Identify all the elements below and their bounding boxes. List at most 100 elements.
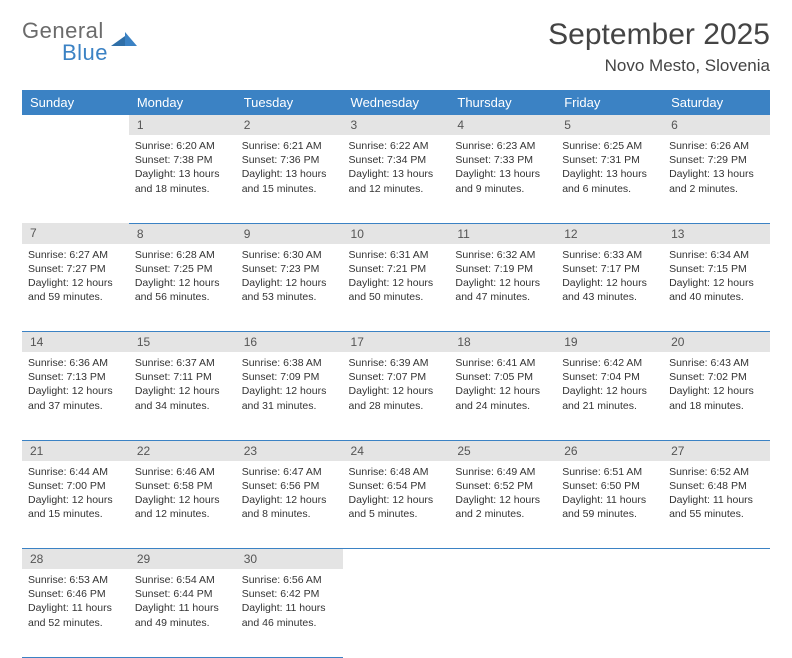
day-line: Sunrise: 6:33 AM (562, 248, 655, 262)
day-line: Daylight: 12 hours (455, 276, 548, 290)
day-line: Daylight: 11 hours (669, 493, 762, 507)
day-number-cell: 5 (556, 115, 663, 135)
day-line: Sunrise: 6:53 AM (28, 573, 121, 587)
day-cell: Sunrise: 6:34 AMSunset: 7:15 PMDaylight:… (663, 244, 770, 332)
day-line: Daylight: 12 hours (562, 276, 655, 290)
day-line: and 50 minutes. (349, 290, 442, 304)
logo-mark-icon (111, 32, 137, 55)
day-line: Sunset: 7:09 PM (242, 370, 335, 384)
day-line: Daylight: 13 hours (562, 167, 655, 181)
day-line: Sunset: 6:42 PM (242, 587, 335, 601)
day-line: and 37 minutes. (28, 399, 121, 413)
day-line: Daylight: 13 hours (135, 167, 228, 181)
weekday-header: Tuesday (236, 90, 343, 115)
day-cell: Sunrise: 6:31 AMSunset: 7:21 PMDaylight:… (343, 244, 450, 332)
day-line: Daylight: 11 hours (242, 601, 335, 615)
day-cell: Sunrise: 6:43 AMSunset: 7:02 PMDaylight:… (663, 352, 770, 440)
day-cell: Sunrise: 6:41 AMSunset: 7:05 PMDaylight:… (449, 352, 556, 440)
day-line: Sunrise: 6:25 AM (562, 139, 655, 153)
day-line: Sunset: 6:58 PM (135, 479, 228, 493)
day-cell: Sunrise: 6:26 AMSunset: 7:29 PMDaylight:… (663, 135, 770, 223)
day-line: Sunrise: 6:26 AM (669, 139, 762, 153)
day-number-cell: 16 (236, 332, 343, 353)
day-number-cell: 13 (663, 223, 770, 244)
day-line: Sunrise: 6:48 AM (349, 465, 442, 479)
day-line: Sunset: 7:11 PM (135, 370, 228, 384)
day-line: Sunset: 7:27 PM (28, 262, 121, 276)
day-line: Daylight: 12 hours (349, 276, 442, 290)
day-line: Sunrise: 6:44 AM (28, 465, 121, 479)
day-cell: Sunrise: 6:36 AMSunset: 7:13 PMDaylight:… (22, 352, 129, 440)
day-line: Daylight: 12 hours (28, 384, 121, 398)
day-line: and 15 minutes. (242, 182, 335, 196)
day-line: and 18 minutes. (135, 182, 228, 196)
day-number-cell: 21 (22, 440, 129, 461)
calendar-body: 123456Sunrise: 6:20 AMSunset: 7:38 PMDay… (22, 115, 770, 657)
day-line: and 21 minutes. (562, 399, 655, 413)
day-line: and 55 minutes. (669, 507, 762, 521)
day-cell (663, 569, 770, 657)
day-cell (22, 135, 129, 223)
day-cell: Sunrise: 6:33 AMSunset: 7:17 PMDaylight:… (556, 244, 663, 332)
day-line: and 6 minutes. (562, 182, 655, 196)
day-line: Sunset: 7:21 PM (349, 262, 442, 276)
day-cell: Sunrise: 6:21 AMSunset: 7:36 PMDaylight:… (236, 135, 343, 223)
day-number-cell: 1 (129, 115, 236, 135)
day-line: Daylight: 12 hours (455, 384, 548, 398)
day-line: Sunrise: 6:23 AM (455, 139, 548, 153)
month-title: September 2025 (548, 18, 770, 52)
day-cell: Sunrise: 6:49 AMSunset: 6:52 PMDaylight:… (449, 461, 556, 549)
day-number-cell: 30 (236, 549, 343, 570)
day-cell: Sunrise: 6:54 AMSunset: 6:44 PMDaylight:… (129, 569, 236, 657)
day-number-cell: 22 (129, 440, 236, 461)
day-line: Sunset: 6:52 PM (455, 479, 548, 493)
day-line: Sunset: 7:36 PM (242, 153, 335, 167)
day-line: Daylight: 13 hours (349, 167, 442, 181)
day-cell: Sunrise: 6:51 AMSunset: 6:50 PMDaylight:… (556, 461, 663, 549)
day-number-cell: 2 (236, 115, 343, 135)
day-line: Sunrise: 6:49 AM (455, 465, 548, 479)
day-line: and 52 minutes. (28, 616, 121, 630)
calendar-header-row: SundayMondayTuesdayWednesdayThursdayFrid… (22, 90, 770, 115)
weekday-header: Wednesday (343, 90, 450, 115)
day-line: Sunrise: 6:32 AM (455, 248, 548, 262)
day-line: and 31 minutes. (242, 399, 335, 413)
location: Novo Mesto, Slovenia (548, 56, 770, 76)
day-line: and 12 minutes. (135, 507, 228, 521)
day-number-cell: 7 (22, 223, 129, 244)
day-line: Sunrise: 6:37 AM (135, 356, 228, 370)
day-line: Daylight: 13 hours (669, 167, 762, 181)
day-line: Sunset: 7:29 PM (669, 153, 762, 167)
day-number-cell (556, 549, 663, 570)
logo: General Blue (22, 18, 137, 66)
day-cell: Sunrise: 6:30 AMSunset: 7:23 PMDaylight:… (236, 244, 343, 332)
day-line: and 5 minutes. (349, 507, 442, 521)
day-line: Sunset: 7:17 PM (562, 262, 655, 276)
weekday-header: Thursday (449, 90, 556, 115)
day-cell: Sunrise: 6:46 AMSunset: 6:58 PMDaylight:… (129, 461, 236, 549)
day-number-cell: 25 (449, 440, 556, 461)
day-line: and 56 minutes. (135, 290, 228, 304)
day-line: Sunrise: 6:43 AM (669, 356, 762, 370)
day-line: Sunrise: 6:28 AM (135, 248, 228, 262)
day-cell (556, 569, 663, 657)
day-cell: Sunrise: 6:47 AMSunset: 6:56 PMDaylight:… (236, 461, 343, 549)
day-line: and 59 minutes. (562, 507, 655, 521)
day-line: Daylight: 12 hours (135, 384, 228, 398)
day-line: Sunrise: 6:41 AM (455, 356, 548, 370)
day-number-cell: 28 (22, 549, 129, 570)
day-number-cell: 18 (449, 332, 556, 353)
title-block: September 2025 Novo Mesto, Slovenia (548, 18, 770, 76)
day-line: and 40 minutes. (669, 290, 762, 304)
day-line: Sunset: 6:48 PM (669, 479, 762, 493)
day-number-cell: 17 (343, 332, 450, 353)
day-number-cell: 14 (22, 332, 129, 353)
day-number-cell (343, 549, 450, 570)
day-line: Sunrise: 6:21 AM (242, 139, 335, 153)
day-line: Sunrise: 6:42 AM (562, 356, 655, 370)
day-line: and 47 minutes. (455, 290, 548, 304)
day-line: and 24 minutes. (455, 399, 548, 413)
day-number-cell: 19 (556, 332, 663, 353)
day-line: Sunrise: 6:38 AM (242, 356, 335, 370)
day-cell: Sunrise: 6:44 AMSunset: 7:00 PMDaylight:… (22, 461, 129, 549)
